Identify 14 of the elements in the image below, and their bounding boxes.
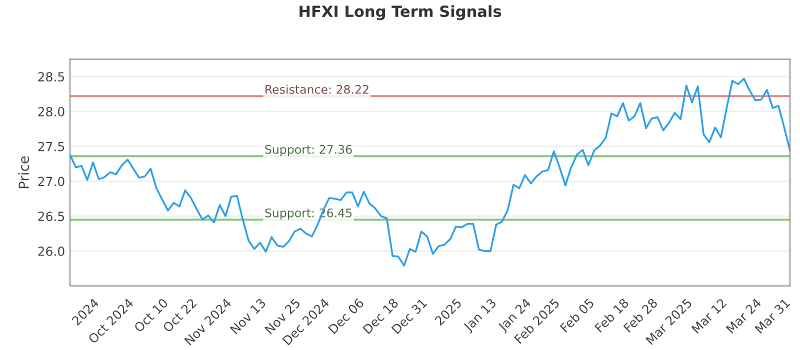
x-tick-label: Feb 05 <box>560 298 594 333</box>
ref-line-label: Support: 27.36 <box>265 144 352 156</box>
line-series <box>70 78 790 267</box>
y-tick-label: 27.5 <box>38 142 64 152</box>
y-tick-label: 28.0 <box>38 106 64 116</box>
chart-title: HFXI Long Term Signals <box>300 5 502 20</box>
y-tick-label: 26.5 <box>38 212 64 222</box>
y-tick-label: 28.5 <box>38 72 64 82</box>
x-tick-label: Mar 12 <box>691 298 727 334</box>
y-axis-title: Price <box>18 156 30 188</box>
x-tick-label: Jan 13 <box>462 298 498 334</box>
y-tick-label: 27.0 <box>38 176 64 186</box>
ref-line-label: Resistance: 28.22 <box>266 84 368 94</box>
y-tick-label: 26.0 <box>38 246 64 256</box>
